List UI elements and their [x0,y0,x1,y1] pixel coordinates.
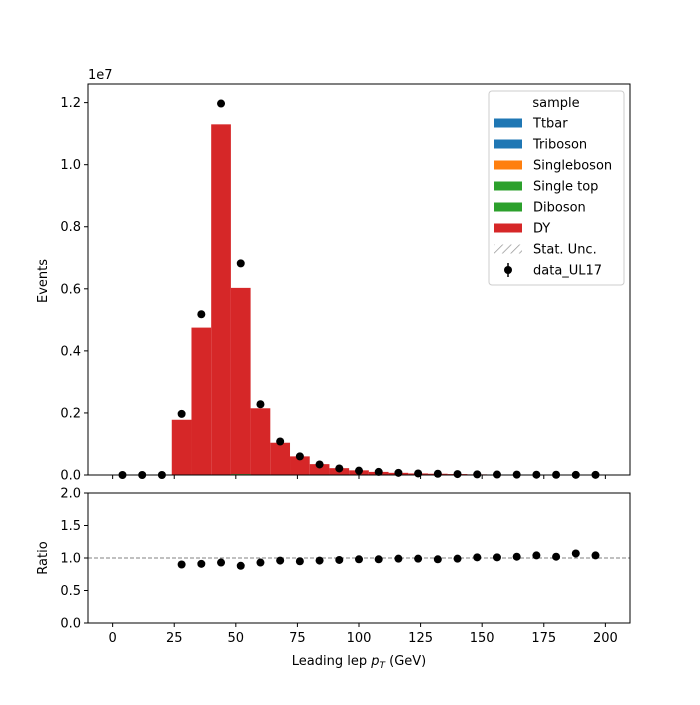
legend-label-0: Ttbar [532,117,568,132]
legend-label-5: DY [533,222,550,237]
data-point-17 [454,470,462,478]
bar-dy-8 [270,443,290,475]
data-point-8 [276,437,284,445]
bar-dy-7 [251,408,271,475]
legend-swatch-3 [494,182,522,191]
ratio-point-8 [335,556,343,564]
main-y-axis-label: Events [36,259,51,303]
ratio-point-18 [532,551,540,559]
main-y-ticks: 0.0 0.2 0.4 0.6 0.8 1.0 1.2 [60,96,88,483]
ratio-point-2 [217,559,225,567]
bar-dy-4 [191,328,211,475]
x-tick-label-7: 175 [531,631,556,646]
x-tick-label-8: 200 [593,631,618,646]
x-tick-label-6: 150 [470,631,495,646]
ratio-point-5 [276,557,284,565]
ratio-point-15 [473,553,481,561]
ratio-panel: 0.0 0.5 1.0 1.5 2.0 0 25 50 75 100 125 150 175 200 R… [36,487,630,672]
ratio-point-16 [493,553,501,561]
ratio-point-6 [296,557,304,565]
legend-label-3: Single top [533,180,598,195]
ratio-point-4 [256,559,264,567]
ratio-point-10 [375,555,383,563]
legend-swatch-4 [494,203,522,212]
legend-swatch-6 [494,245,522,254]
legend-swatch-5 [494,224,522,233]
legend-swatch-1 [494,140,522,149]
ratio-point-20 [572,549,580,557]
x-tick-label-4: 100 [347,631,372,646]
ratio-point-7 [316,557,324,565]
data-point-16 [434,470,442,478]
ratio-y-tick-label-2: 1.0 [60,552,81,567]
ratio-point-17 [513,553,521,561]
bar-dy-3 [172,420,192,475]
y-tick-label-0: 0.0 [60,469,81,484]
data-point-7 [256,400,264,408]
y-tick-label-1: 0.2 [60,406,81,421]
ratio-point-9 [355,555,363,563]
data-point-3 [178,410,186,418]
y-tick-label-2: 0.4 [60,344,81,359]
ratio-y-tick-label-4: 2.0 [60,487,81,502]
legend-label-7: data_UL17 [533,264,602,279]
legend-swatch-2 [494,161,522,170]
main-x-ticks [113,475,606,479]
ratio-y-tick-label-0: 0.0 [60,617,81,632]
y-tick-label-4: 0.8 [60,220,81,235]
legend-marker-7 [504,266,512,274]
ratio-point-14 [454,555,462,563]
bar-dy-6 [231,288,251,474]
legend-label-6: Stat. Unc. [533,243,597,258]
x-tick-label-3: 75 [289,631,306,646]
x-tick-label-2: 50 [228,631,245,646]
legend-label-1: Triboson [532,138,587,153]
data-point-10 [316,460,324,468]
ratio-y-tick-label-3: 1.5 [60,519,81,534]
y-tick-label-5: 1.0 [60,158,81,173]
legend-label-2: Singleboson [533,159,612,174]
ratio-y-axis-label: Ratio [36,541,51,574]
ratio-y-ticks: 0.0 0.5 1.0 1.5 2.0 [60,487,88,632]
x-tick-label-1: 25 [166,631,183,646]
legend: sample Ttbar Triboson Singleboson Single to… [489,91,624,285]
y-tick-label-6: 1.2 [60,96,81,111]
x-tick-label-5: 125 [408,631,433,646]
x-axis-label: Leading lep pT (GeV) [292,654,426,671]
ratio-points [178,549,600,569]
data-point-12 [355,467,363,475]
ratio-point-3 [237,562,245,570]
ratio-point-13 [434,555,442,563]
legend-swatch-0 [494,119,522,128]
bar-dy-5 [211,124,231,475]
legend-title: sample [532,96,579,111]
ratio-x-ticks: 0 25 50 75 100 125 150 175 200 [108,623,617,646]
legend-label-4: Diboson [533,201,586,216]
data-point-18 [473,470,481,478]
ratio-point-0 [178,561,186,569]
x-tick-label-0: 0 [108,631,116,646]
ratio-point-12 [414,555,422,563]
ratio-point-1 [197,560,205,568]
ratio-point-21 [592,551,600,559]
y-scale-label: 1e7 [88,68,113,83]
data-point-4 [197,310,205,318]
ratio-y-tick-label-1: 0.5 [60,584,81,599]
y-tick-label-3: 0.6 [60,282,81,297]
data-point-14 [394,469,402,477]
data-point-11 [335,464,343,472]
ratio-point-11 [394,555,402,563]
data-point-6 [237,259,245,267]
ratio-point-19 [552,553,560,561]
data-point-5 [217,100,225,108]
data-point-9 [296,452,304,460]
